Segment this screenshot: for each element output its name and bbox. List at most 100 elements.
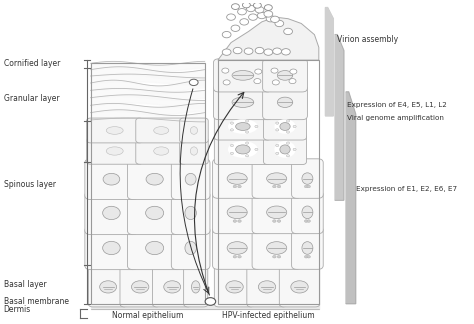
Circle shape bbox=[264, 49, 273, 55]
Ellipse shape bbox=[232, 71, 254, 80]
Text: Dermis: Dermis bbox=[4, 305, 31, 314]
Text: Cornified layer: Cornified layer bbox=[4, 59, 60, 68]
Circle shape bbox=[248, 14, 257, 20]
FancyBboxPatch shape bbox=[213, 85, 272, 120]
Ellipse shape bbox=[227, 206, 247, 219]
Circle shape bbox=[293, 148, 296, 151]
Circle shape bbox=[277, 185, 281, 188]
Circle shape bbox=[246, 120, 248, 122]
Circle shape bbox=[304, 255, 308, 258]
Ellipse shape bbox=[280, 145, 290, 154]
Circle shape bbox=[273, 48, 282, 54]
Circle shape bbox=[276, 145, 279, 146]
FancyBboxPatch shape bbox=[214, 134, 272, 165]
FancyBboxPatch shape bbox=[87, 118, 143, 143]
Circle shape bbox=[233, 220, 237, 222]
Ellipse shape bbox=[191, 127, 198, 134]
Ellipse shape bbox=[227, 173, 247, 184]
Ellipse shape bbox=[274, 141, 296, 158]
Circle shape bbox=[271, 68, 278, 73]
FancyBboxPatch shape bbox=[183, 262, 208, 307]
FancyBboxPatch shape bbox=[136, 138, 187, 164]
FancyBboxPatch shape bbox=[128, 159, 182, 200]
Circle shape bbox=[189, 79, 198, 86]
Circle shape bbox=[290, 69, 297, 74]
Ellipse shape bbox=[226, 281, 243, 293]
Circle shape bbox=[231, 4, 239, 9]
FancyBboxPatch shape bbox=[153, 262, 192, 307]
Circle shape bbox=[271, 16, 279, 23]
Circle shape bbox=[277, 220, 281, 222]
Circle shape bbox=[222, 68, 229, 73]
FancyBboxPatch shape bbox=[128, 226, 182, 270]
Circle shape bbox=[254, 78, 261, 84]
FancyBboxPatch shape bbox=[264, 134, 307, 165]
Ellipse shape bbox=[185, 173, 196, 185]
Circle shape bbox=[275, 20, 284, 27]
Text: Expression of E1, E2, E6, E7: Expression of E1, E2, E6, E7 bbox=[356, 186, 457, 192]
Circle shape bbox=[282, 49, 290, 55]
Circle shape bbox=[246, 131, 248, 133]
Circle shape bbox=[257, 12, 266, 19]
Ellipse shape bbox=[291, 281, 308, 293]
Circle shape bbox=[286, 155, 290, 157]
FancyBboxPatch shape bbox=[214, 262, 255, 307]
Circle shape bbox=[273, 220, 276, 222]
FancyBboxPatch shape bbox=[279, 262, 319, 307]
FancyBboxPatch shape bbox=[292, 227, 323, 269]
Ellipse shape bbox=[106, 147, 123, 155]
Circle shape bbox=[237, 8, 246, 15]
Text: Normal epithelium: Normal epithelium bbox=[112, 311, 183, 320]
FancyBboxPatch shape bbox=[128, 191, 182, 235]
FancyBboxPatch shape bbox=[264, 113, 307, 140]
FancyBboxPatch shape bbox=[171, 159, 210, 200]
Text: Granular layer: Granular layer bbox=[4, 94, 59, 103]
FancyBboxPatch shape bbox=[263, 85, 308, 120]
Circle shape bbox=[246, 142, 248, 144]
Ellipse shape bbox=[154, 127, 169, 134]
Ellipse shape bbox=[103, 206, 120, 220]
Circle shape bbox=[223, 80, 230, 85]
Ellipse shape bbox=[274, 119, 296, 134]
Bar bbox=[218, 60, 319, 304]
Circle shape bbox=[231, 25, 240, 31]
Circle shape bbox=[264, 11, 273, 17]
Circle shape bbox=[266, 16, 275, 22]
Ellipse shape bbox=[185, 241, 196, 255]
Circle shape bbox=[255, 47, 264, 54]
Text: Spinous layer: Spinous layer bbox=[4, 180, 55, 189]
FancyBboxPatch shape bbox=[252, 191, 301, 234]
Circle shape bbox=[255, 125, 258, 128]
FancyBboxPatch shape bbox=[213, 191, 262, 234]
Circle shape bbox=[286, 142, 290, 144]
Circle shape bbox=[276, 122, 279, 124]
Ellipse shape bbox=[106, 127, 123, 134]
Circle shape bbox=[289, 78, 296, 84]
Ellipse shape bbox=[267, 173, 287, 184]
Circle shape bbox=[238, 255, 241, 258]
Circle shape bbox=[238, 185, 241, 188]
Ellipse shape bbox=[146, 206, 164, 220]
FancyBboxPatch shape bbox=[85, 159, 138, 200]
Circle shape bbox=[277, 255, 281, 258]
Ellipse shape bbox=[228, 141, 258, 158]
FancyBboxPatch shape bbox=[88, 262, 128, 307]
FancyBboxPatch shape bbox=[252, 159, 301, 198]
Circle shape bbox=[233, 47, 242, 54]
Circle shape bbox=[222, 49, 231, 55]
Circle shape bbox=[273, 185, 276, 188]
Ellipse shape bbox=[236, 122, 250, 131]
Ellipse shape bbox=[146, 241, 164, 255]
FancyBboxPatch shape bbox=[171, 191, 210, 235]
Ellipse shape bbox=[280, 122, 290, 131]
FancyBboxPatch shape bbox=[85, 191, 138, 235]
Ellipse shape bbox=[267, 206, 287, 219]
FancyBboxPatch shape bbox=[136, 118, 187, 143]
Polygon shape bbox=[346, 92, 356, 304]
Circle shape bbox=[242, 2, 250, 8]
Circle shape bbox=[205, 298, 216, 305]
Circle shape bbox=[230, 145, 234, 146]
Ellipse shape bbox=[103, 173, 120, 185]
FancyBboxPatch shape bbox=[85, 226, 138, 270]
Circle shape bbox=[286, 120, 290, 122]
